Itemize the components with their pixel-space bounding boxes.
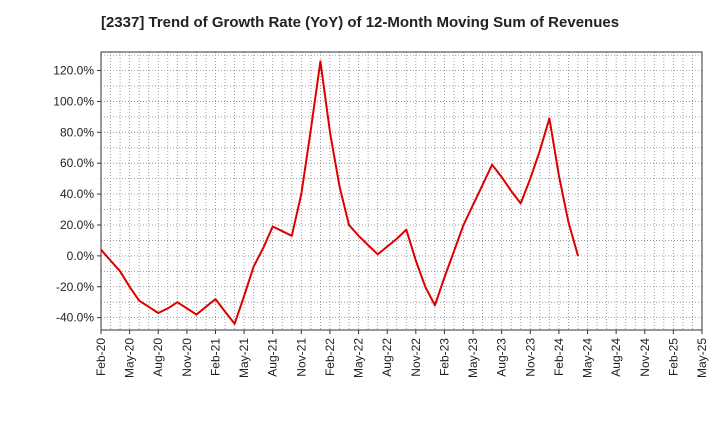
x-tick-label: May-25 xyxy=(695,338,709,378)
x-tick-label: Nov-22 xyxy=(409,338,423,377)
chart-title: [2337] Trend of Growth Rate (YoY) of 12-… xyxy=(100,14,620,31)
x-tick-label: Aug-21 xyxy=(266,338,280,377)
plot-area xyxy=(101,52,702,330)
x-tick-label: Feb-22 xyxy=(323,338,337,376)
x-tick-label: Feb-21 xyxy=(208,338,222,376)
series-line xyxy=(100,60,579,325)
y-tick-label: 120.0% xyxy=(53,64,94,78)
plot-frame xyxy=(100,51,703,331)
x-tick-label: May-24 xyxy=(581,338,595,378)
y-tick-label: 80.0% xyxy=(60,125,94,139)
y-tick-label: 40.0% xyxy=(60,187,94,201)
x-tick-label: Feb-20 xyxy=(94,338,108,376)
y-tick-label: 60.0% xyxy=(60,156,94,170)
x-tick-label: May-23 xyxy=(466,338,480,378)
x-tick-label: Aug-20 xyxy=(151,338,165,377)
x-tick-label: Nov-23 xyxy=(523,338,537,377)
x-tick-label: Aug-24 xyxy=(609,338,623,377)
y-tick-label: -20.0% xyxy=(56,280,94,294)
y-tick-label: 100.0% xyxy=(53,94,94,108)
y-tick-label: 20.0% xyxy=(60,218,94,232)
x-tick-label: Nov-21 xyxy=(294,338,308,377)
x-tick-label: May-20 xyxy=(123,338,137,378)
y-tick-label: -40.0% xyxy=(56,311,94,325)
x-tick-label: Feb-25 xyxy=(666,338,680,376)
x-tick-label: Nov-24 xyxy=(638,338,652,377)
x-tick-label: Feb-24 xyxy=(552,338,566,376)
x-tick-label: Nov-20 xyxy=(180,338,194,377)
x-tick-label: May-22 xyxy=(352,338,366,378)
x-tick-label: Aug-23 xyxy=(495,338,509,377)
x-tick-label: Feb-23 xyxy=(437,338,451,376)
x-tick-label: May-21 xyxy=(237,338,251,378)
y-tick-label: 0.0% xyxy=(67,249,95,263)
x-tick-label: Aug-22 xyxy=(380,338,394,377)
